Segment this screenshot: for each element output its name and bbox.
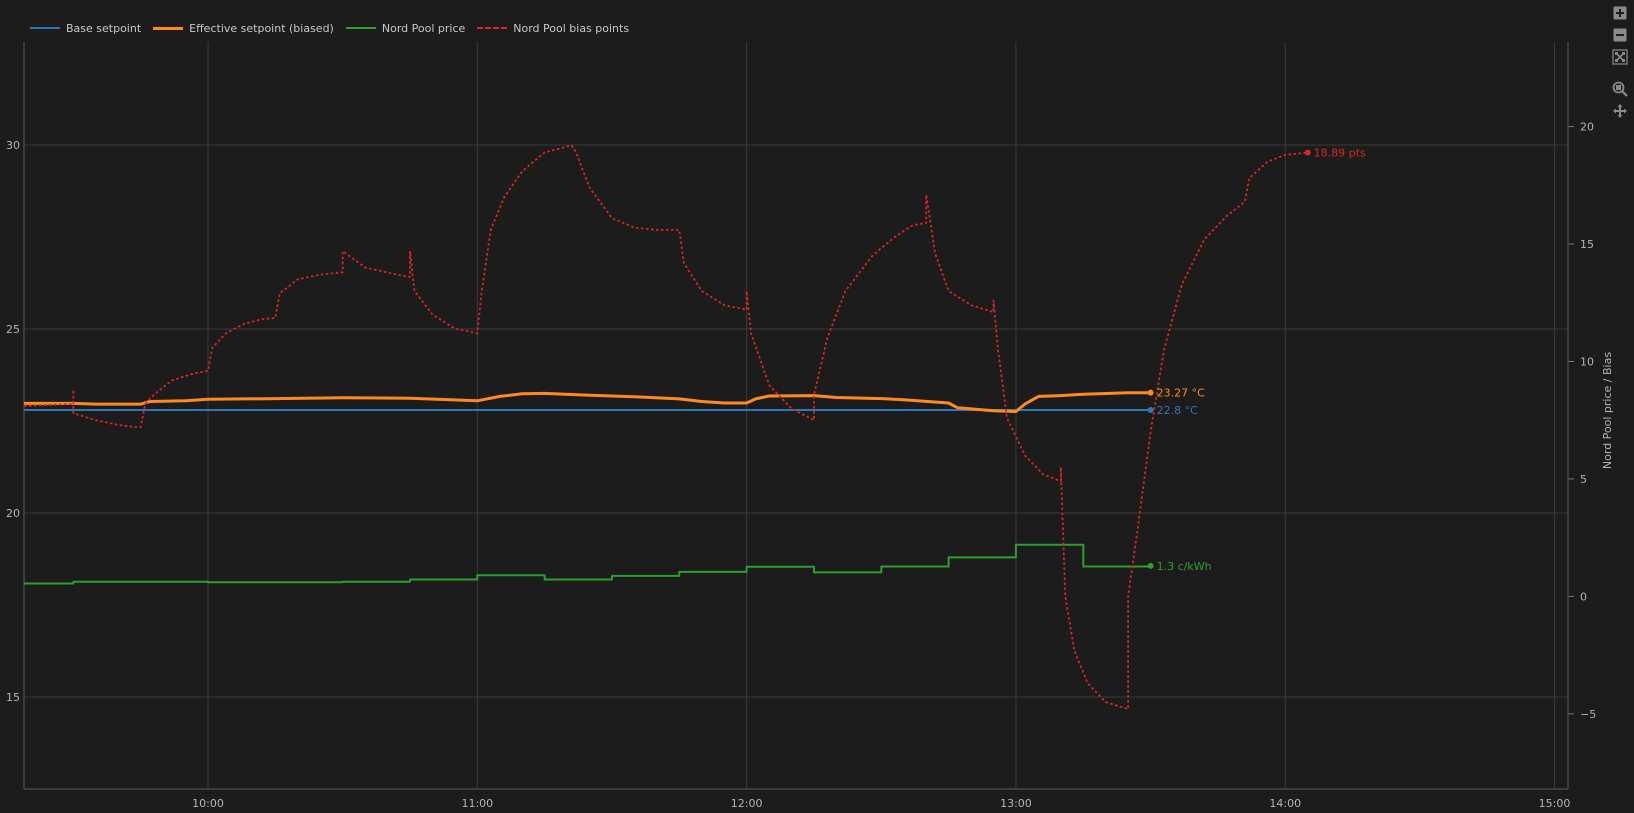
legend-item[interactable]: Effective setpoint (biased) (153, 22, 334, 35)
x-tick-label: 14:00 (1269, 797, 1301, 810)
y-left-tick-label: 25 (6, 323, 20, 336)
series-end-label: 23.27 °C (1157, 387, 1205, 400)
legend-label: Base setpoint (66, 21, 142, 35)
series-end-label: 18.89 pts (1314, 147, 1366, 160)
legend-item[interactable]: Nord Pool bias points (477, 22, 629, 35)
legend-label: Effective setpoint (biased) (189, 21, 334, 35)
series-end-label: 22.8 °C (1157, 404, 1198, 417)
y-right-tick-label: 5 (1580, 473, 1587, 486)
x-tick-label: 15:00 (1539, 797, 1571, 810)
y-left-tick-label: 30 (6, 139, 20, 152)
x-grid (207, 42, 1556, 789)
legend-label: Nord Pool bias points (513, 21, 630, 35)
series-end-point (1147, 562, 1154, 569)
series-end-point (1147, 389, 1154, 396)
zoom-in-icon[interactable] (1611, 4, 1629, 22)
axes: 10:00 11:00 12:00 13:00 14:00 15:00 15 20 25 30 −5… (6, 42, 1614, 810)
y-right-tick-label: 0 (1580, 590, 1587, 603)
legend-item[interactable]: Base setpoint (30, 22, 141, 35)
series-end-point (1147, 406, 1154, 413)
legend: Base setpoint Effective setpoint (biased)… (30, 20, 629, 36)
y-left-tick-label: 15 (6, 691, 20, 704)
legend-label: Nord Pool price (381, 21, 466, 35)
legend-swatch (153, 26, 184, 30)
legend-swatch (345, 27, 376, 29)
series-line-nord-pool-bias-points[interactable] (23, 144, 1308, 710)
y-right-tick-label: −5 (1580, 708, 1596, 721)
series-end-point (1304, 149, 1311, 156)
y-right-tick-label: 15 (1580, 238, 1594, 251)
series-end-label: 1.3 c/kWh (1157, 560, 1212, 573)
legend-item[interactable]: Nord Pool price (345, 21, 466, 35)
box-zoom-icon[interactable] (1611, 80, 1629, 98)
labels-layer: 22.8 °C 23.27 °C 1.3 c/kWh 18.89 pts (1147, 147, 1366, 573)
x-tick-label: 10:00 (192, 797, 224, 810)
y-grid (24, 144, 1568, 698)
series-line-nord-pool-price[interactable] (24, 543, 1152, 585)
zoom-out-icon[interactable] (1611, 26, 1629, 44)
x-tick-label: 11:00 (461, 797, 493, 810)
chart-toolbar (1610, 4, 1630, 120)
legend-swatch (30, 27, 60, 29)
series-layer (23, 144, 1308, 710)
y-right-tick-label: 20 (1580, 121, 1594, 134)
x-tick-label: 12:00 (731, 797, 763, 810)
reset-view-icon[interactable] (1611, 48, 1629, 66)
y-left-tick-label: 20 (6, 507, 20, 520)
y-right-tick-label: 10 (1580, 355, 1594, 368)
series-line-effective-setpoint-biased[interactable] (24, 391, 1151, 413)
y-right-axis-title: Nord Pool price / Bias (1601, 352, 1614, 469)
legend-swatch (477, 27, 508, 29)
pan-icon[interactable] (1611, 102, 1629, 120)
x-tick-label: 13:00 (1000, 797, 1032, 810)
